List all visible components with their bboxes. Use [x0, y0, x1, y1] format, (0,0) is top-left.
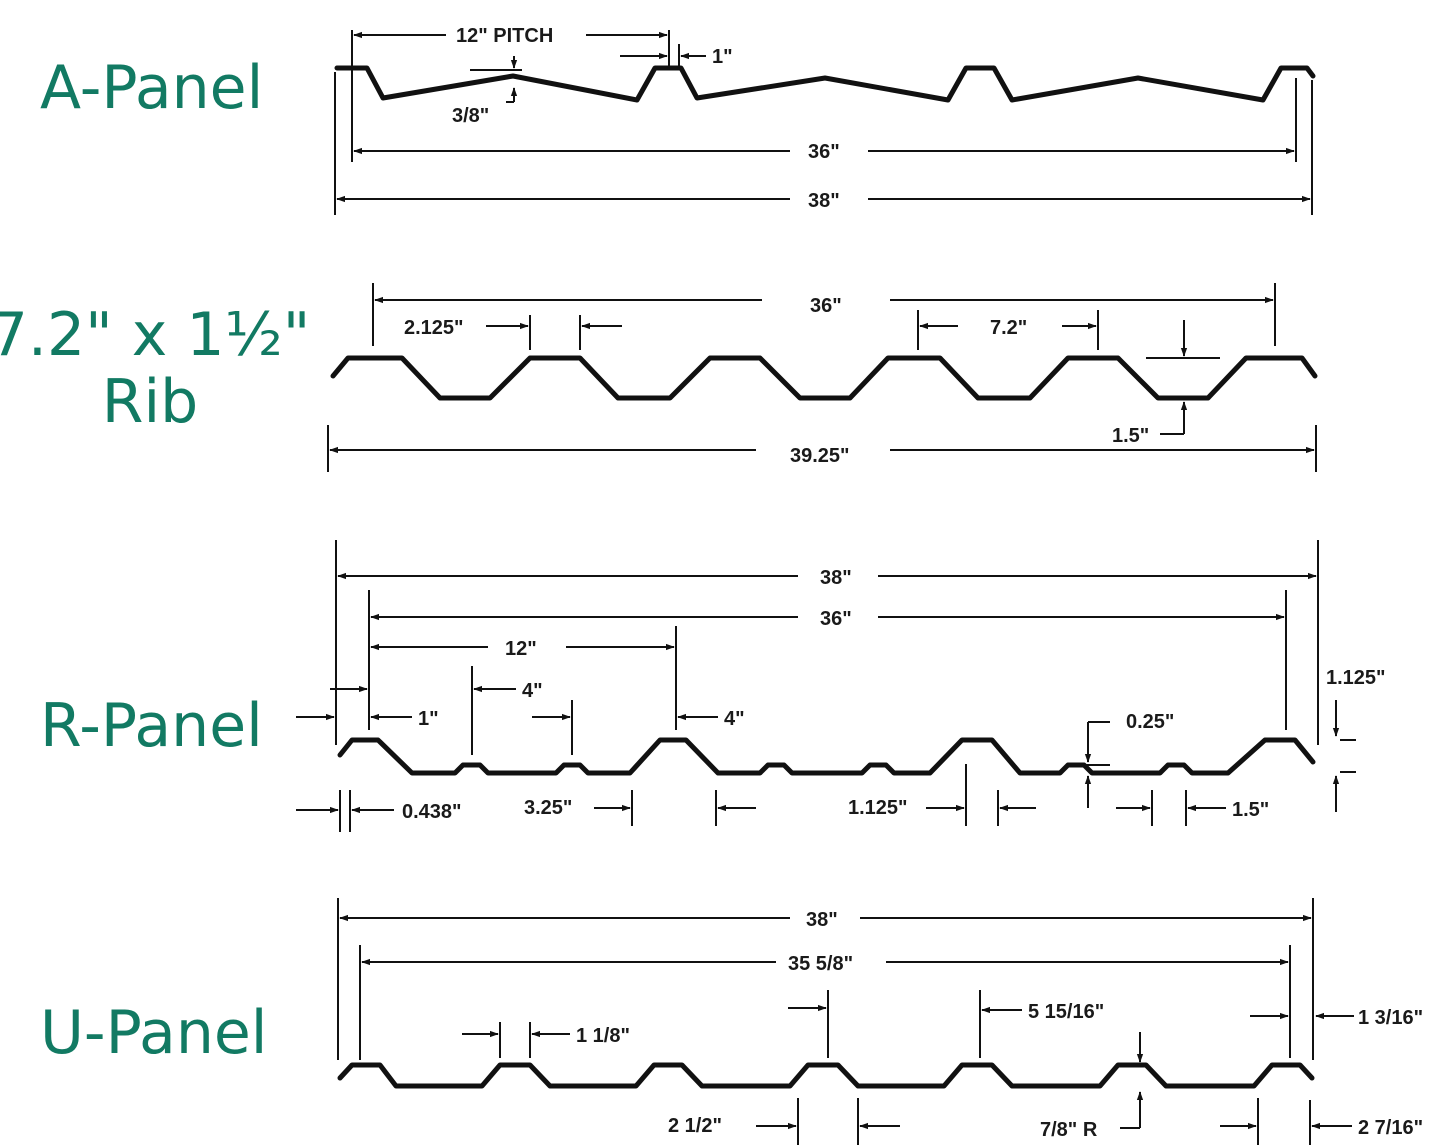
a-dim-rise: 3/8": [452, 105, 489, 127]
r-dim-pitch: 12": [505, 638, 537, 660]
rib-panel-label-line2: Rib: [102, 367, 198, 437]
r-panel-profile: [337, 737, 1316, 776]
rib-panel-profile: [330, 355, 1318, 401]
r-dim-coverage: 36": [820, 608, 852, 630]
u-dim-edge: 2 7/16": [1358, 1117, 1423, 1139]
rib-dim-overall: 39.25": [790, 445, 850, 467]
r-dim-minor-base: 1.125": [848, 797, 908, 819]
u-panel-section: U-Panel 38" 35 5/8" 1 1/8" 5 15/16": [40, 898, 1423, 1145]
r-dim-rib-top: 1": [418, 708, 439, 730]
u-panel-profile: [337, 1062, 1315, 1089]
rib-dim-spacing: 7.2": [990, 317, 1027, 339]
r-dim-overall: 38": [820, 567, 852, 589]
r-dim-minor-height: 0.25": [1126, 711, 1174, 733]
rib-dim-depth: 1.5": [1112, 425, 1149, 447]
r-dim-lap-edge: 0.438": [402, 801, 462, 823]
u-dim-rib-base: 2 1/2": [668, 1115, 722, 1137]
u-dim-overall: 38": [806, 909, 838, 931]
u-dim-rib-spacing: 5 15/16": [1028, 1001, 1104, 1023]
r-dim-height: 1.125": [1326, 667, 1386, 689]
u-dim-rib-top: 1 1/8": [576, 1025, 630, 1047]
rib-dim-flat: 2.125": [404, 317, 464, 339]
a-panel-label: A-Panel: [40, 53, 263, 123]
a-dim-rib-top: 1": [712, 46, 733, 68]
a-dim-pitch: 12" PITCH: [456, 25, 553, 47]
r-dim-minor-spacing-b: 4": [724, 708, 745, 730]
u-panel-label: U-Panel: [40, 998, 267, 1068]
r-panel-label: R-Panel: [40, 691, 263, 761]
a-dim-overall: 38": [808, 190, 840, 212]
r-panel-section: R-Panel 38" 36" 12" 4": [40, 540, 1386, 832]
rib-dim-coverage: 36": [810, 295, 842, 317]
r-dim-minor-width: 1.5": [1232, 799, 1269, 821]
u-dim-height: 1 3/16": [1358, 1007, 1423, 1029]
rib-panel-label-line1: 7.2" x 1½": [0, 300, 310, 370]
u-dim-radius: 7/8" R: [1040, 1119, 1098, 1141]
u-dim-coverage: 35 5/8": [788, 953, 853, 975]
a-dim-coverage: 36": [808, 141, 840, 163]
r-dim-rib-base: 3.25": [524, 797, 572, 819]
a-panel-profile: [334, 65, 1316, 103]
r-dim-minor-spacing-a: 4": [522, 680, 543, 702]
rib-panel-section: 7.2" x 1½" Rib 36" 2.125" 7.2" 1.5": [0, 283, 1318, 472]
a-panel-section: A-Panel 12" PITCH 1" 3/8" 36" 38": [40, 25, 1316, 215]
